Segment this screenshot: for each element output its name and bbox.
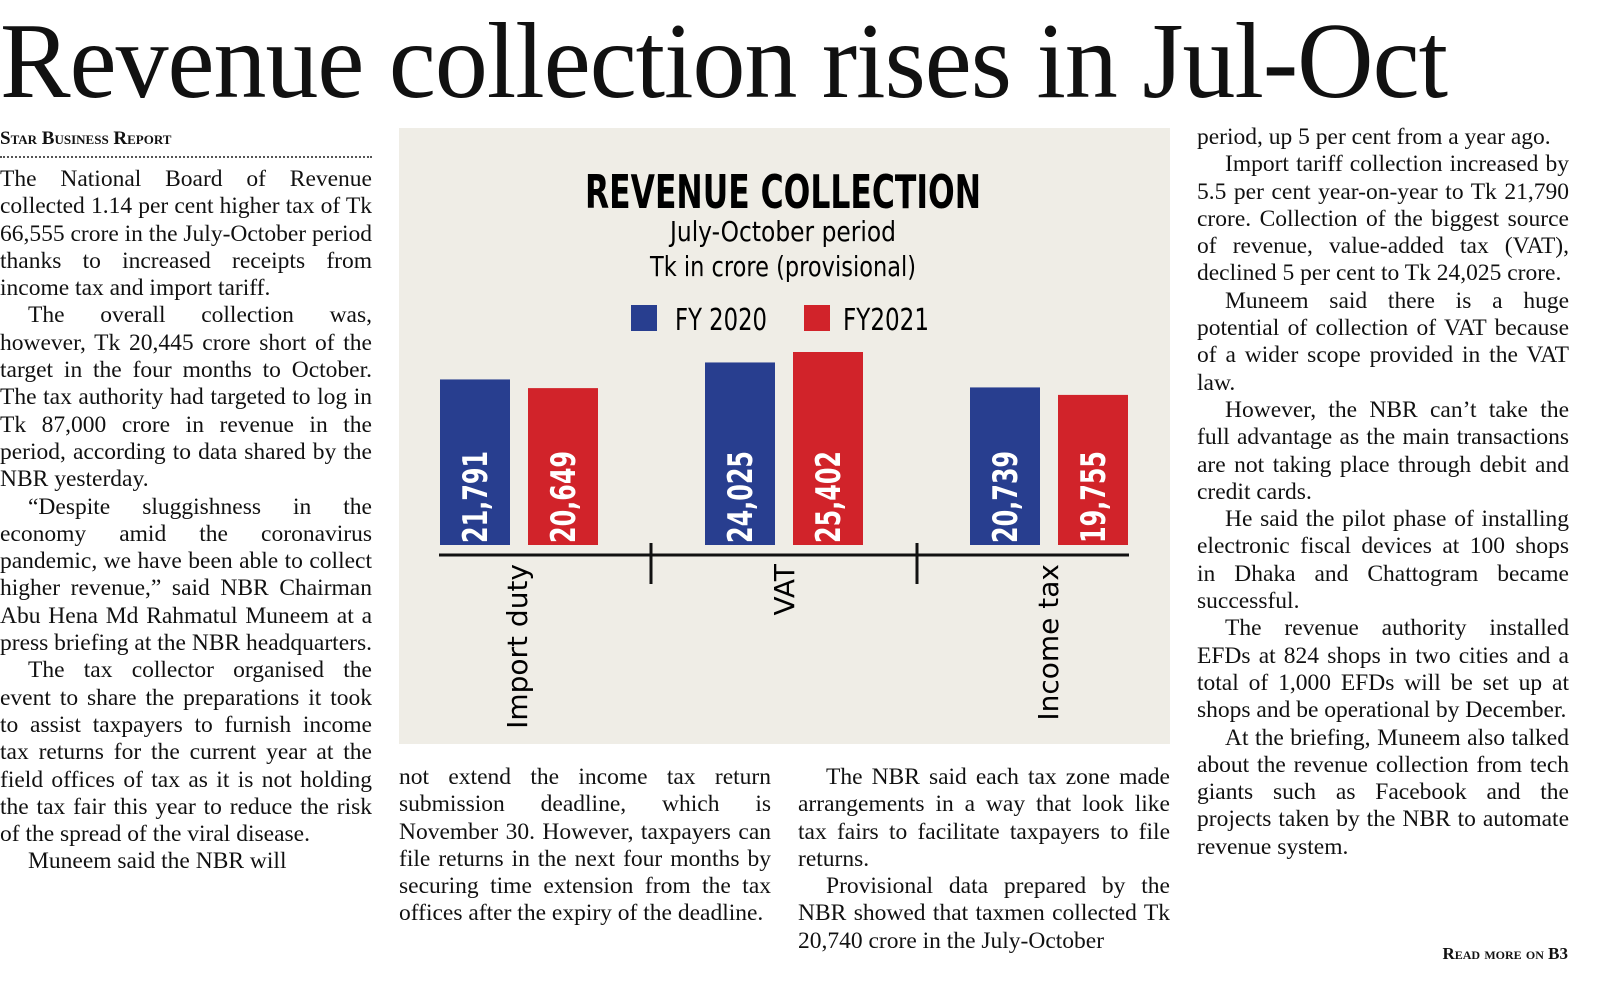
paragraph: The revenue authority installed EFDs at … bbox=[1197, 615, 1569, 724]
bar-value-label: 20,739 bbox=[986, 451, 1026, 543]
bar-income-tax-1 bbox=[1058, 394, 1128, 545]
paragraph: Muneem said the NBR will bbox=[28, 848, 287, 875]
headline: Revenue collection rises in Jul-Oct bbox=[0, 2, 1448, 121]
bar-import-duty-0 bbox=[440, 379, 510, 545]
byline: Star Business Report bbox=[0, 128, 372, 158]
bar-value-label: 20,649 bbox=[544, 451, 584, 543]
chart-title: REVENUE COLLECTION bbox=[585, 165, 981, 219]
article-column-2: not extend the income tax return submiss… bbox=[399, 764, 771, 928]
article-column-1: Star Business Report The National Board … bbox=[0, 128, 372, 876]
bar-value-label: 25,402 bbox=[809, 451, 849, 543]
revenue-chart: REVENUE COLLECTION July-October period T… bbox=[399, 128, 1170, 744]
paragraph: The tax collector organised the event to… bbox=[0, 657, 372, 848]
paragraph: He said the pilot phase of installing el… bbox=[1197, 506, 1569, 615]
chart-unit-label: Tk in crore (provisional) bbox=[649, 250, 916, 283]
category-label: VAT bbox=[768, 563, 801, 615]
paragraph: not extend the income tax return submiss… bbox=[399, 764, 771, 927]
paragraph: Provisional data prepared by the NBR sho… bbox=[798, 873, 1170, 954]
article-column-3: The NBR said each tax zone made arrangem… bbox=[798, 764, 1170, 955]
legend-swatch-fy2020 bbox=[631, 305, 657, 331]
bar-vat-1 bbox=[793, 352, 863, 545]
category-label: Income tax bbox=[1032, 564, 1065, 721]
bar-value-label: 21,791 bbox=[456, 451, 496, 543]
legend-label-fy2021: FY2021 bbox=[843, 303, 929, 338]
legend-label-fy2020: FY 2020 bbox=[675, 303, 767, 338]
bar-vat-0 bbox=[705, 362, 775, 545]
article-column-4: period, up 5 per cent from a year ago. Im… bbox=[1197, 124, 1569, 861]
legend-swatch-fy2021 bbox=[804, 305, 830, 331]
paragraph: “Despite sluggishness in the economy ami… bbox=[0, 493, 372, 657]
paragraph: The National Board of Revenue collected … bbox=[0, 166, 372, 302]
bar-value-label: 24,025 bbox=[721, 451, 761, 543]
paragraph: period, up 5 per cent from a year ago. bbox=[1197, 124, 1551, 150]
paragraph: Muneem said there is a huge potential of… bbox=[1197, 287, 1569, 396]
paragraph: The NBR said each tax zone made arrangem… bbox=[798, 764, 1170, 872]
read-more-link[interactable]: Read more on B3 bbox=[1442, 944, 1568, 963]
paragraph: Import tariff collection increased by 5.… bbox=[1197, 151, 1569, 287]
bar-value-label: 19,755 bbox=[1074, 451, 1114, 543]
bar-import-duty-1 bbox=[528, 388, 598, 545]
bar-income-tax-0 bbox=[970, 387, 1040, 545]
paragraph: At the briefing, Muneem also talked abou… bbox=[1197, 724, 1569, 860]
paragraph: The overall collection was, however, Tk … bbox=[0, 302, 372, 493]
category-label: Import duty bbox=[501, 564, 534, 729]
paragraph: However, the NBR can’t take the full adv… bbox=[1197, 396, 1569, 505]
chart-subtitle: July-October period bbox=[668, 215, 896, 248]
